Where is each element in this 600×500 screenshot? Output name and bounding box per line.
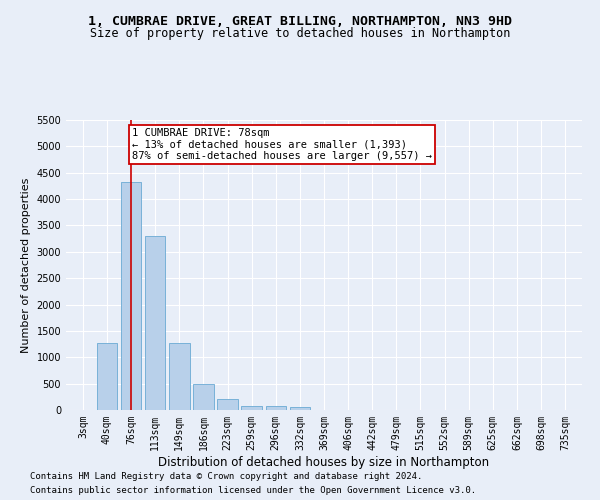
- Text: Size of property relative to detached houses in Northampton: Size of property relative to detached ho…: [90, 28, 510, 40]
- Text: 1 CUMBRAE DRIVE: 78sqm
← 13% of detached houses are smaller (1,393)
87% of semi-: 1 CUMBRAE DRIVE: 78sqm ← 13% of detached…: [133, 128, 433, 161]
- Bar: [169, 342, 190, 410]
- Bar: [145, 236, 166, 410]
- Text: 1, CUMBRAE DRIVE, GREAT BILLING, NORTHAMPTON, NN3 9HD: 1, CUMBRAE DRIVE, GREAT BILLING, NORTHAM…: [88, 15, 512, 28]
- Text: Contains public sector information licensed under the Open Government Licence v3: Contains public sector information licen…: [30, 486, 476, 495]
- Y-axis label: Number of detached properties: Number of detached properties: [21, 178, 31, 352]
- X-axis label: Distribution of detached houses by size in Northampton: Distribution of detached houses by size …: [158, 456, 490, 468]
- Bar: [217, 399, 238, 410]
- Bar: [241, 406, 262, 410]
- Bar: [121, 182, 142, 410]
- Bar: [290, 408, 310, 410]
- Bar: [97, 343, 117, 410]
- Text: Contains HM Land Registry data © Crown copyright and database right 2024.: Contains HM Land Registry data © Crown c…: [30, 472, 422, 481]
- Bar: [193, 384, 214, 410]
- Bar: [266, 406, 286, 410]
